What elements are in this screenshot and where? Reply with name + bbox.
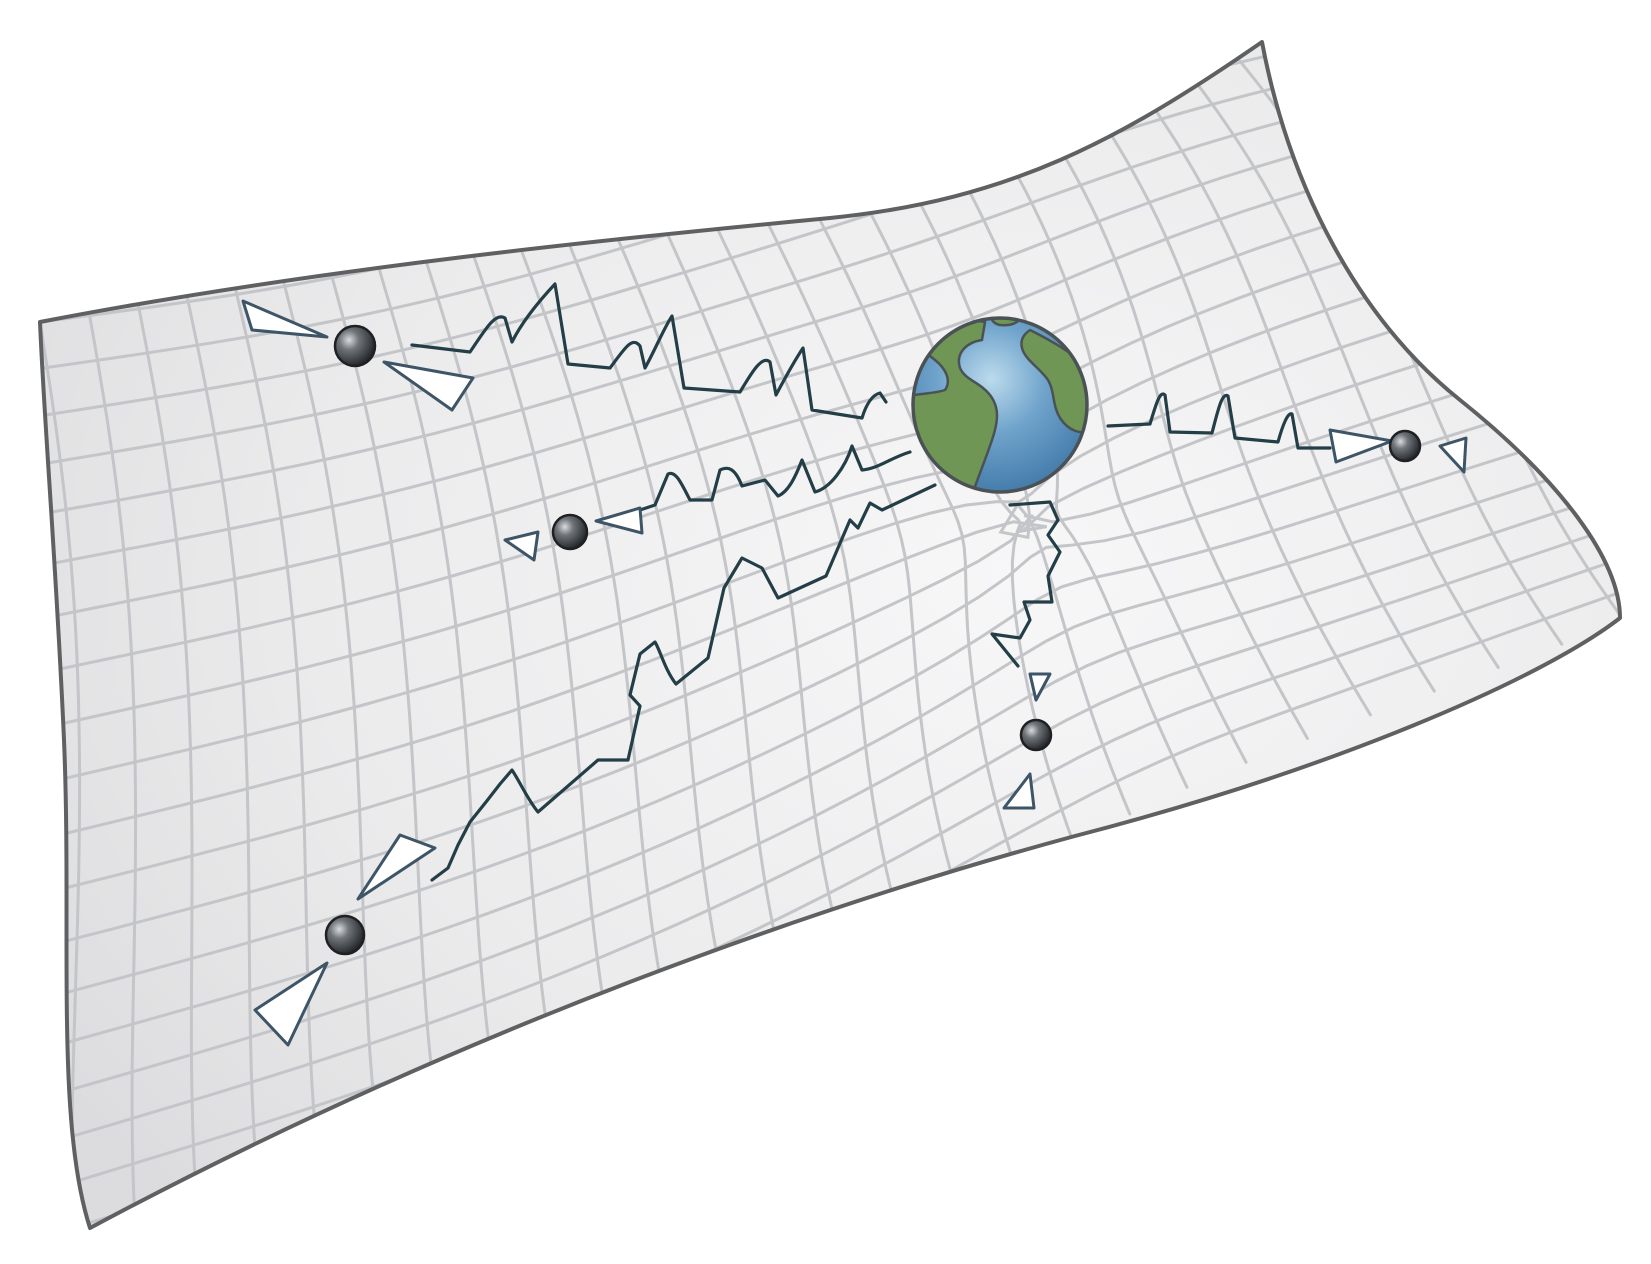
grid-line — [40, 541, 1620, 1209]
beam-right-a — [1328, 428, 1394, 464]
beam-bottom-a — [1028, 672, 1052, 702]
grid-line — [40, 426, 1601, 1013]
beam-middle-a — [503, 530, 540, 562]
grid-line — [40, 90, 1406, 474]
earth-globe-icon — [911, 316, 1089, 494]
pulsar-icon — [1019, 718, 1053, 752]
sheet-outline — [38, 40, 1622, 1230]
grid-line — [40, 62, 1382, 426]
beam-right-b — [1438, 436, 1468, 474]
beam-upper-left-a — [241, 299, 329, 339]
pulse-signals — [410, 282, 1332, 882]
pulsar-icon — [333, 324, 377, 368]
pulsar-icon — [551, 513, 589, 551]
pulsar-icon — [324, 914, 366, 956]
signal-right — [1106, 392, 1332, 450]
beam-bottom-b — [1002, 772, 1036, 810]
signal-bottom — [990, 500, 1062, 668]
pulsar-icon — [1388, 429, 1422, 463]
grid-line — [40, 252, 1514, 738]
grid-line — [40, 119, 1430, 524]
radio-beams — [241, 299, 1468, 1047]
beam-upper-left-b — [382, 360, 475, 412]
grid-line — [40, 514, 1620, 1161]
signal-lower-left — [430, 483, 937, 882]
signal-middle — [633, 444, 912, 517]
beam-middle-b — [594, 506, 644, 535]
grid-line — [40, 288, 1533, 794]
pulsars — [324, 324, 1422, 956]
beam-lower-left-b — [253, 961, 329, 1047]
signal-upper-left — [410, 282, 888, 420]
beam-lower-left-a — [356, 833, 437, 901]
grid-line — [40, 183, 1474, 628]
grid-line — [40, 359, 1567, 905]
grid-line — [40, 324, 1550, 850]
grid-line — [40, 217, 1495, 682]
earth-outline — [911, 316, 1089, 494]
grid-line — [40, 393, 1584, 960]
grid-line — [40, 457, 1617, 1064]
